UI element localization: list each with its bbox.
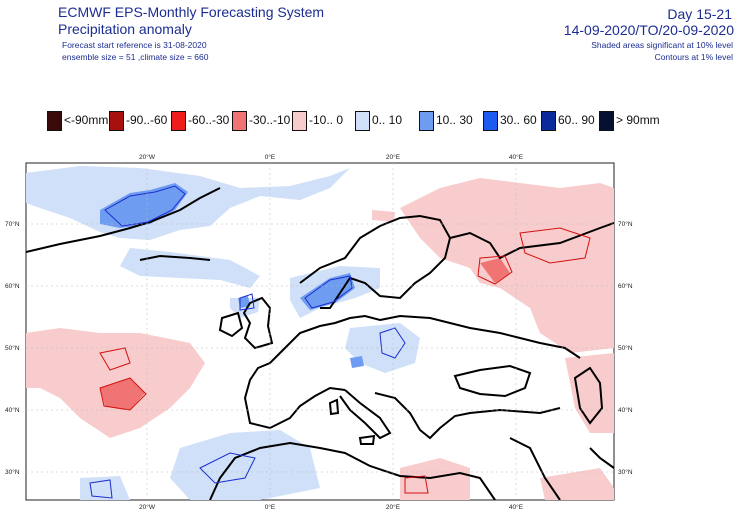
lon-labels-bottom: 20°W 0°E 20°E 40°E bbox=[139, 503, 524, 511]
legend-label: -60..-30 bbox=[188, 113, 230, 127]
lon-label-0e-bottom: 0°E bbox=[265, 503, 276, 511]
lat-label-60n-left: 60°N bbox=[5, 282, 20, 290]
lat-label-50n-right: 50°N bbox=[618, 344, 633, 352]
lat-labels-left: 70°N 60°N 50°N 40°N 30°N bbox=[5, 220, 20, 476]
legend-label: 0.. 10 bbox=[372, 113, 403, 127]
lat-label-30n-left: 30°N bbox=[5, 468, 20, 476]
lon-labels-top: 20°W 0°E 20°E 40°E bbox=[139, 153, 524, 161]
ensemble-size: ensemble size = 51 ,climate size = 660 bbox=[62, 52, 209, 62]
day-range: Day 15-21 bbox=[667, 6, 732, 22]
period: 14-09-2020/TO/20-09-2020 bbox=[563, 22, 734, 38]
significance-contours-note: Contours at 1% level bbox=[654, 52, 733, 62]
legend-label: 10.. 30 bbox=[436, 113, 473, 127]
legend-swatch bbox=[599, 111, 614, 131]
significance-shaded-note: Shaded areas significant at 10% level bbox=[591, 40, 733, 50]
lat-label-40n-left: 40°N bbox=[5, 406, 20, 414]
legend-label: > 90mm bbox=[616, 113, 660, 127]
legend-label: -90..-60 bbox=[126, 113, 168, 127]
legend-swatch bbox=[232, 111, 247, 131]
contours-red bbox=[99, 227, 591, 494]
title-line-1: ECMWF EPS-Monthly Forecasting System bbox=[58, 4, 325, 20]
lat-label-60n-right: 60°N bbox=[618, 282, 633, 290]
legend-swatch bbox=[47, 111, 62, 131]
lat-label-30n-right: 30°N bbox=[618, 468, 633, 476]
lat-label-70n-right: 70°N bbox=[618, 220, 633, 228]
legend-swatch bbox=[171, 111, 186, 131]
lon-label-20e-bottom: 20°E bbox=[386, 503, 401, 511]
lon-label-40e-top: 40°E bbox=[509, 153, 524, 161]
map-panel: 20°W 0°E 20°E 40°E 20°W 0°E 20°E 40°E 70… bbox=[0, 148, 745, 516]
legend-label: -10.. 0 bbox=[309, 113, 344, 127]
lat-label-40n-right: 40°N bbox=[618, 406, 633, 414]
lat-label-50n-left: 50°N bbox=[5, 344, 20, 352]
contours-blue bbox=[89, 185, 406, 499]
anomaly-medium-blue bbox=[100, 183, 364, 368]
legend-swatch bbox=[483, 111, 498, 131]
legend-label: 30.. 60 bbox=[500, 113, 537, 127]
lat-labels-right: 70°N 60°N 50°N 40°N 30°N bbox=[618, 220, 633, 476]
graticule bbox=[26, 163, 614, 500]
legend-swatch bbox=[355, 111, 370, 131]
legend-label: 60.. 90 bbox=[558, 113, 595, 127]
lon-label-0e-top: 0°E bbox=[265, 153, 276, 161]
lon-label-20w-bottom: 20°W bbox=[139, 503, 156, 511]
forecast-reference: Forecast start reference is 31-08-2020 bbox=[62, 40, 207, 50]
legend-swatch bbox=[419, 111, 434, 131]
legend-label: -30..-10 bbox=[249, 113, 291, 127]
lat-label-70n-left: 70°N bbox=[5, 220, 20, 228]
legend-label: <-90mm bbox=[64, 113, 109, 127]
anomaly-light-pink bbox=[26, 178, 614, 500]
precipitation-map: 20°W 0°E 20°E 40°E 20°W 0°E 20°E 40°E 70… bbox=[5, 153, 633, 511]
title-line-2: Precipitation anomaly bbox=[58, 21, 192, 37]
lon-label-20w-top: 20°W bbox=[139, 153, 156, 161]
lon-label-20e-top: 20°E bbox=[386, 153, 401, 161]
anomaly-medium-red bbox=[100, 258, 510, 410]
lon-label-40e-bottom: 40°E bbox=[509, 503, 524, 511]
legend-swatch bbox=[541, 111, 556, 131]
legend-swatch bbox=[109, 111, 124, 131]
legend-swatch bbox=[292, 111, 307, 131]
